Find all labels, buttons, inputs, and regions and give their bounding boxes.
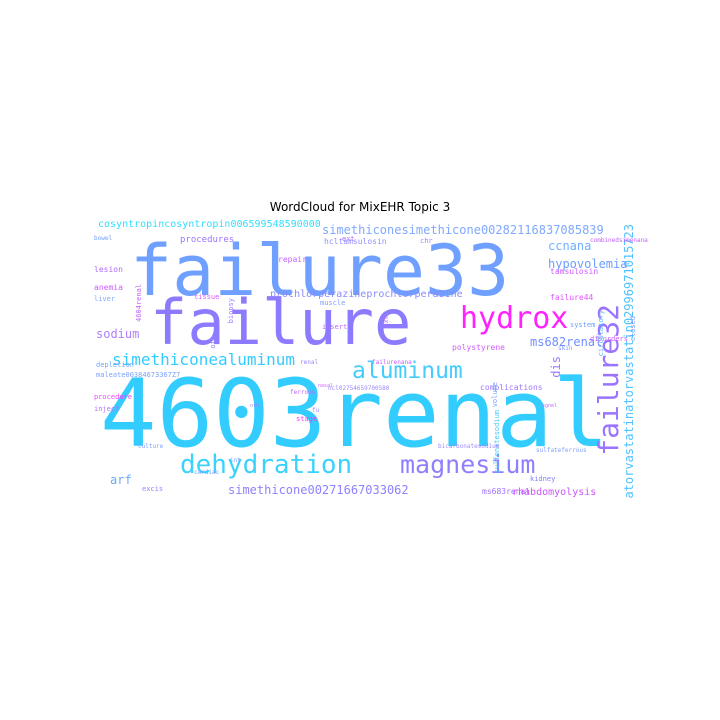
word: dehydration xyxy=(180,450,353,480)
word: repair xyxy=(278,255,307,264)
word: sodium xyxy=(96,327,140,341)
word: maleate00384673367Z7 xyxy=(96,371,181,379)
word: simethiconealuminum xyxy=(112,350,296,369)
word: simethiconesimethicone00282116837085839 xyxy=(322,223,604,237)
word: fu xyxy=(312,407,320,414)
word: polystyrene xyxy=(452,343,505,352)
word: failure44 xyxy=(550,293,594,302)
word: hydrox xyxy=(460,301,569,336)
word: skin xyxy=(558,345,573,352)
word: failure33 xyxy=(130,230,510,312)
word: 4603renal xyxy=(100,360,610,469)
word: system xyxy=(570,321,596,329)
word: ext xyxy=(383,316,390,327)
word: tissue xyxy=(194,293,220,301)
word: arf xyxy=(110,473,132,487)
word: ccnana xyxy=(548,239,592,253)
word: culture xyxy=(138,443,164,450)
wordcloud-title: WordCloud for MixEHR Topic 3 xyxy=(269,200,451,214)
word: sulfonatesodium xyxy=(493,410,501,474)
word: procedures xyxy=(180,235,235,245)
word: ncl02754659700580 xyxy=(328,385,390,392)
word: renal xyxy=(300,359,319,366)
word-cloud: failure33 failure 4603renal hydrox failure32… xyxy=(90,216,650,499)
word: procedure xyxy=(94,393,132,401)
word: stage xyxy=(296,415,318,423)
word: rhabdomyolysis xyxy=(512,487,597,498)
word: cardiac xyxy=(194,469,220,476)
word: lesion xyxy=(94,265,123,274)
word: failurenana xyxy=(372,359,412,366)
word: kidney xyxy=(530,475,556,483)
word: combinedsimenana xyxy=(590,237,648,244)
word: muscle xyxy=(320,299,346,307)
word: ext xyxy=(342,235,355,243)
word: depletion xyxy=(96,361,134,369)
word: inject xyxy=(94,405,120,413)
word: cosyntropincosyntropin006599548590000 xyxy=(98,219,321,230)
word: oth xyxy=(250,403,260,409)
word: 4604renal xyxy=(135,284,143,322)
word: disorders xyxy=(590,335,628,343)
word: excis xyxy=(142,485,164,493)
word: chr xyxy=(420,237,433,245)
word: complications xyxy=(480,383,543,392)
word: circulatory xyxy=(597,310,605,357)
word: nasal xyxy=(318,383,334,389)
word: sgnel xyxy=(542,403,558,409)
word: ms683renal xyxy=(482,487,531,496)
word: insert xyxy=(322,323,348,331)
word: oth xyxy=(209,336,217,349)
word: hypovolemia xyxy=(548,257,628,271)
word: anemia xyxy=(94,283,123,292)
word: failure xyxy=(150,286,412,359)
word: hcltamsulosin xyxy=(324,237,387,246)
word: aluminum xyxy=(352,358,463,384)
word: ferrous xyxy=(290,389,316,396)
word: ms682renal xyxy=(530,335,603,349)
word: biopsy xyxy=(227,298,235,324)
word: bicarbonatesodium xyxy=(438,443,500,450)
word: closed xyxy=(629,316,637,342)
word: tamsulosin xyxy=(550,267,599,276)
word: int xyxy=(230,457,241,464)
word: bowel xyxy=(94,235,113,242)
word: simethicone00271667033062 xyxy=(228,483,409,497)
word: liver xyxy=(94,295,116,303)
word: magnesium xyxy=(400,450,536,479)
word: sulfateferrous xyxy=(536,447,587,454)
word: volume xyxy=(491,382,499,408)
word: dis xyxy=(549,356,563,378)
word: prochlorperazineprochlorperazine xyxy=(270,289,463,300)
